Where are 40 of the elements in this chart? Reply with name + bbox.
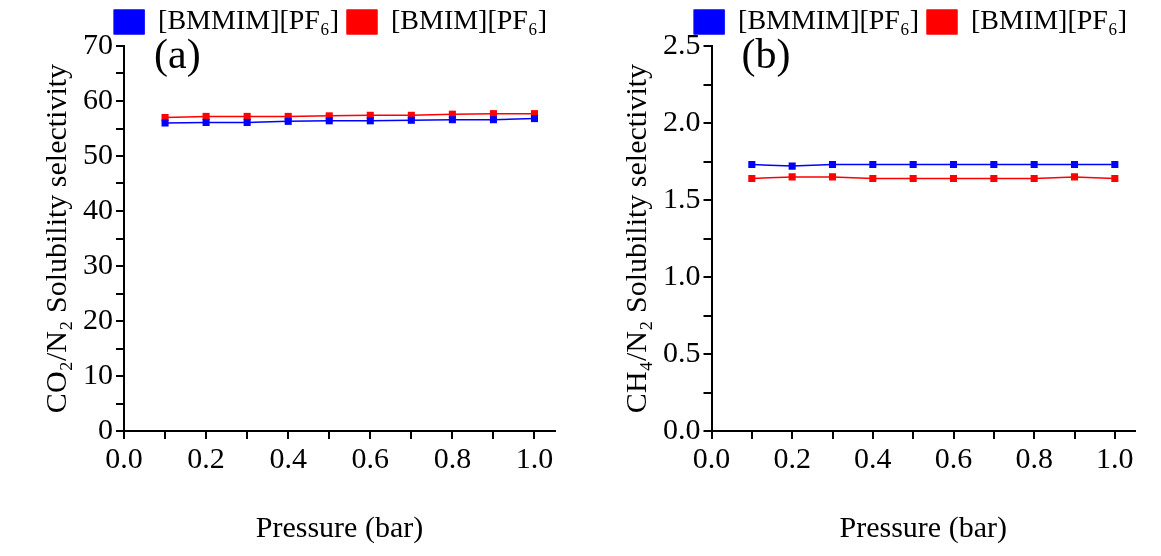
x-tick-label: 0.4 [854,440,892,474]
y-axis-title: CO₂/N₂ Solubility selectivity [38,63,72,414]
point [161,119,169,127]
point [407,116,415,124]
legend-label: [BMMIM][PF₆] [738,4,920,36]
point [448,116,456,124]
x-tick-label: 0.2 [773,440,811,474]
x-axis-title: Pressure (bar) [839,509,1007,544]
point [489,116,497,124]
point [530,115,539,123]
point [202,118,210,126]
y-tick-label: 1.0 [663,257,701,291]
y-tick-label: 60 [83,81,113,115]
legend-label: [BMMIM][PF₆] [158,4,340,36]
y-tick-label: 30 [83,246,113,280]
legend-label: [BMIM][PF₆] [391,4,547,36]
point [284,117,292,125]
x-tick-label: 0.8 [433,440,472,474]
x-tick-label: 0.6 [934,440,973,474]
y-tick-label: 50 [83,136,113,170]
x-tick-label: 1.0 [515,440,554,474]
legend-label: [BMIM][PF₆] [971,4,1127,36]
y-tick-label: 0.5 [663,334,701,368]
y-tick-label: 20 [83,301,113,335]
y-tick-label: 40 [83,191,113,225]
point [243,118,251,126]
x-axis-title: Pressure (bar) [255,509,424,544]
x-tick-label: 0.8 [1015,440,1053,474]
y-tick-label: 1.5 [663,180,701,214]
y-tick-label: 10 [83,356,113,390]
point [325,117,333,125]
y-axis-title: CH₄/N₂ Solubility selectivity [618,63,652,414]
x-tick-label: 1.0 [1096,440,1134,474]
y-tick-label: 2.0 [663,103,701,137]
y-tick-label: 2.5 [663,26,701,60]
y-tick-label: 70 [83,26,113,60]
x-tick-label: 0.2 [187,440,225,474]
point [366,117,374,125]
x-tick-label: 0.4 [269,440,307,474]
x-tick-label: 0.6 [351,440,390,474]
